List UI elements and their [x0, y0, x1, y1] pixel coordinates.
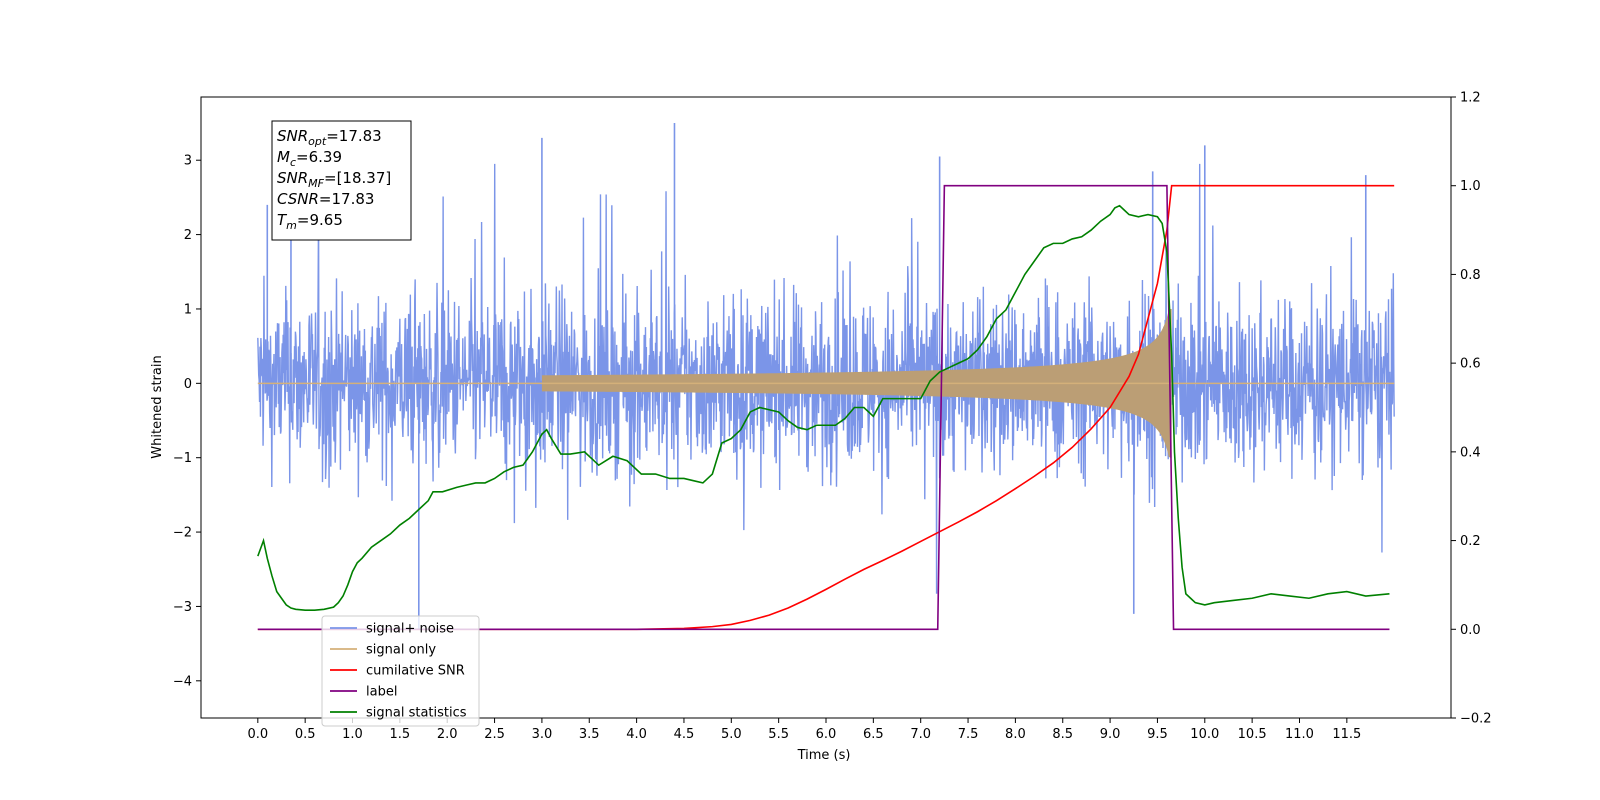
x-tick-label: 7.0	[910, 727, 931, 742]
legend-label: label	[366, 685, 397, 700]
y2-axis-ticks: 1.2 1.0 0.8 0.6 0.4 0.2 0.0 −0.2	[1451, 91, 1492, 727]
x-tick-label: 1.5	[390, 727, 411, 742]
x-tick-label: 8.0	[1005, 727, 1026, 742]
x-tick-label: 11.5	[1332, 727, 1361, 742]
x-tick-label: 4.5	[674, 727, 695, 742]
x-tick-label: 6.0	[816, 727, 837, 742]
legend-item: signal statistics	[330, 706, 467, 721]
series-cumulative-snr-line	[257, 184, 1395, 631]
annotation-line-1: Mc=6.39	[277, 148, 342, 169]
x-tick-label: 11.0	[1285, 727, 1314, 742]
y2-tick-label: −0.2	[1460, 712, 1492, 727]
x-tick-label: 10.0	[1190, 727, 1219, 742]
x-tick-label: 6.5	[863, 727, 884, 742]
legend: signal+ noise signal only cumilative SNR la…	[321, 615, 480, 727]
y-axis-ticks: 3 2 1 0 −1 −2 −3 −4	[173, 154, 201, 689]
x-tick-label: 2.5	[484, 727, 505, 742]
annotation-line-2: SNRMF=[18.37]	[277, 169, 391, 190]
legend-item: signal only	[330, 643, 436, 658]
y2-tick-label: 0.8	[1460, 268, 1481, 283]
y-tick-label: −2	[173, 526, 192, 541]
x-axis-ticks: 0.0 0.5 1.0 1.5 2.0 2.5 3.0 3.5 4.0 4.5 5.0 5.5 6.0 6…	[247, 718, 1361, 742]
x-tick-label: 8.5	[1052, 727, 1073, 742]
x-tick-label: 0.0	[247, 727, 268, 742]
y-tick-label: 3	[184, 154, 192, 169]
series-layer	[257, 123, 1395, 631]
x-tick-label: 9.5	[1147, 727, 1168, 742]
x-axis-label: Time (s)	[797, 748, 851, 763]
x-tick-label: 7.5	[958, 727, 979, 742]
y-axis-label: Whitened strain	[150, 355, 165, 458]
y-tick-label: −1	[173, 451, 192, 466]
legend-item: label	[330, 685, 397, 700]
y2-tick-label: 0.6	[1460, 357, 1481, 372]
series-signal-statistics-line	[257, 204, 1390, 612]
series-signal-only	[257, 308, 1395, 458]
annotation-line-3: CSNR=17.83	[277, 190, 374, 208]
y2-tick-label: 1.2	[1460, 91, 1481, 106]
x-tick-label: 1.0	[342, 727, 363, 742]
series-signal-statistics	[257, 204, 1390, 612]
x-tick-label: 2.0	[437, 727, 458, 742]
x-tick-label: 10.5	[1238, 727, 1267, 742]
x-tick-label: 5.5	[768, 727, 789, 742]
legend-label: signal statistics	[366, 706, 467, 721]
annotation-box: SNRopt=17.83Mc=6.39SNRMF=[18.37]CSNR=17.…	[271, 120, 412, 241]
legend-item: signal+ noise	[330, 622, 454, 637]
x-tick-label: 9.0	[1100, 727, 1121, 742]
annotation-line-0: SNRopt=17.83	[277, 127, 382, 148]
x-tick-label: 4.0	[626, 727, 647, 742]
legend-label: cumilative SNR	[366, 664, 465, 679]
x-tick-label: 3.5	[579, 727, 600, 742]
legend-item: cumilative SNR	[330, 664, 465, 679]
y-tick-label: −3	[173, 600, 192, 615]
y-tick-label: 2	[184, 228, 192, 243]
series-label	[257, 184, 1390, 631]
y2-tick-label: 0.2	[1460, 534, 1481, 549]
y-tick-label: 1	[184, 302, 192, 317]
x-tick-label: 3.0	[532, 727, 553, 742]
x-tick-label: 0.5	[295, 727, 316, 742]
series-label-line	[257, 184, 1390, 631]
x-tick-label: 5.0	[721, 727, 742, 742]
legend-label: signal only	[366, 643, 436, 658]
legend-label: signal+ noise	[366, 622, 454, 637]
y2-tick-label: 0.0	[1460, 623, 1481, 638]
annotation-frame	[271, 120, 412, 241]
series-cumulative-snr	[257, 184, 1395, 631]
y2-tick-label: 0.4	[1460, 445, 1481, 460]
y2-tick-label: 1.0	[1460, 179, 1481, 194]
annotation-line-4: Tm=9.65	[277, 211, 343, 232]
y-tick-label: 0	[184, 377, 192, 392]
y-tick-label: −4	[173, 674, 192, 689]
legend-frame	[321, 615, 480, 727]
